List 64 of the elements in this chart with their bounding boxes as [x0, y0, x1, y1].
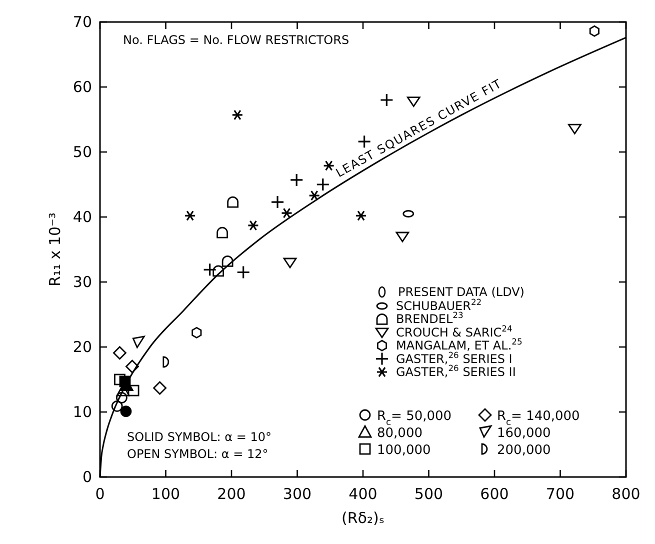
- legend-label: R$_{c}$= 50,000: [377, 409, 452, 428]
- x-tick-label: 100: [151, 485, 180, 503]
- point: [270, 195, 284, 209]
- point: [111, 400, 123, 412]
- point: [290, 173, 304, 187]
- y-tick-label: 30: [72, 273, 92, 291]
- point: [589, 25, 600, 37]
- point: [568, 124, 582, 134]
- y-tick-label: 70: [72, 13, 92, 31]
- x-tick-label: 600: [480, 485, 509, 503]
- x-axis-title: (Rδ₂)ₛ: [342, 509, 384, 527]
- point: [358, 134, 372, 148]
- annotation: OPEN SYMBOL: α = 12°: [127, 447, 268, 461]
- x-tick-label: 500: [414, 485, 444, 503]
- x-tick-label: 0: [95, 485, 105, 503]
- point: [216, 226, 228, 238]
- point: [323, 160, 335, 171]
- y-tick-label: 20: [72, 338, 92, 356]
- point: [184, 210, 196, 221]
- point: [227, 196, 239, 208]
- point: [192, 327, 202, 338]
- y-tick-label: 0: [82, 468, 92, 486]
- x-tick-label: 800: [612, 485, 640, 503]
- x-tick-label: 200: [217, 485, 246, 503]
- point: [116, 392, 128, 404]
- point: [113, 346, 126, 360]
- legend-label: SCHUBAUER$^{22}$: [396, 297, 482, 313]
- legend-label: GASTER,$^{26}$ SERIES II: [396, 363, 516, 379]
- point: [355, 210, 367, 221]
- x-tick-label: 300: [282, 485, 312, 503]
- x-tick-label: 700: [546, 485, 575, 503]
- point: [128, 384, 140, 396]
- point: [283, 258, 297, 268]
- legend-label: R$_{c}$= 140,000: [497, 409, 580, 428]
- legend-label: 100,000: [377, 443, 431, 458]
- y-tick-label: 60: [72, 78, 92, 96]
- y-axis-title: R₁₁ x 10⁻³: [46, 212, 64, 286]
- point: [212, 265, 224, 277]
- legend-label: 160,000: [497, 426, 551, 441]
- y-tick-label: 40: [72, 208, 92, 226]
- point: [380, 93, 394, 107]
- annotation: PRESENT DATA (LDV): [398, 285, 524, 299]
- point: [126, 360, 139, 374]
- point: [406, 96, 420, 107]
- point: [153, 381, 167, 395]
- point: [316, 178, 330, 192]
- point: [114, 374, 126, 386]
- y-tick-label: 50: [72, 143, 92, 161]
- annotation: SOLID SYMBOL: α = 10°: [127, 430, 272, 444]
- point: [236, 265, 250, 280]
- x-tick-label: 400: [348, 485, 378, 503]
- point: [247, 220, 259, 231]
- y-tick-label: 10: [72, 403, 92, 421]
- annotation: No. FLAGS = No. FLOW RESTRICTORS: [123, 33, 350, 47]
- legend-label: 200,000: [497, 443, 551, 458]
- point: [132, 336, 145, 348]
- point: [280, 208, 293, 218]
- point: [308, 190, 320, 201]
- point: [222, 256, 234, 267]
- point: [120, 406, 132, 418]
- point: [203, 262, 217, 276]
- point: [396, 232, 410, 242]
- legend-label: 80,000: [377, 426, 422, 441]
- point: [232, 110, 244, 120]
